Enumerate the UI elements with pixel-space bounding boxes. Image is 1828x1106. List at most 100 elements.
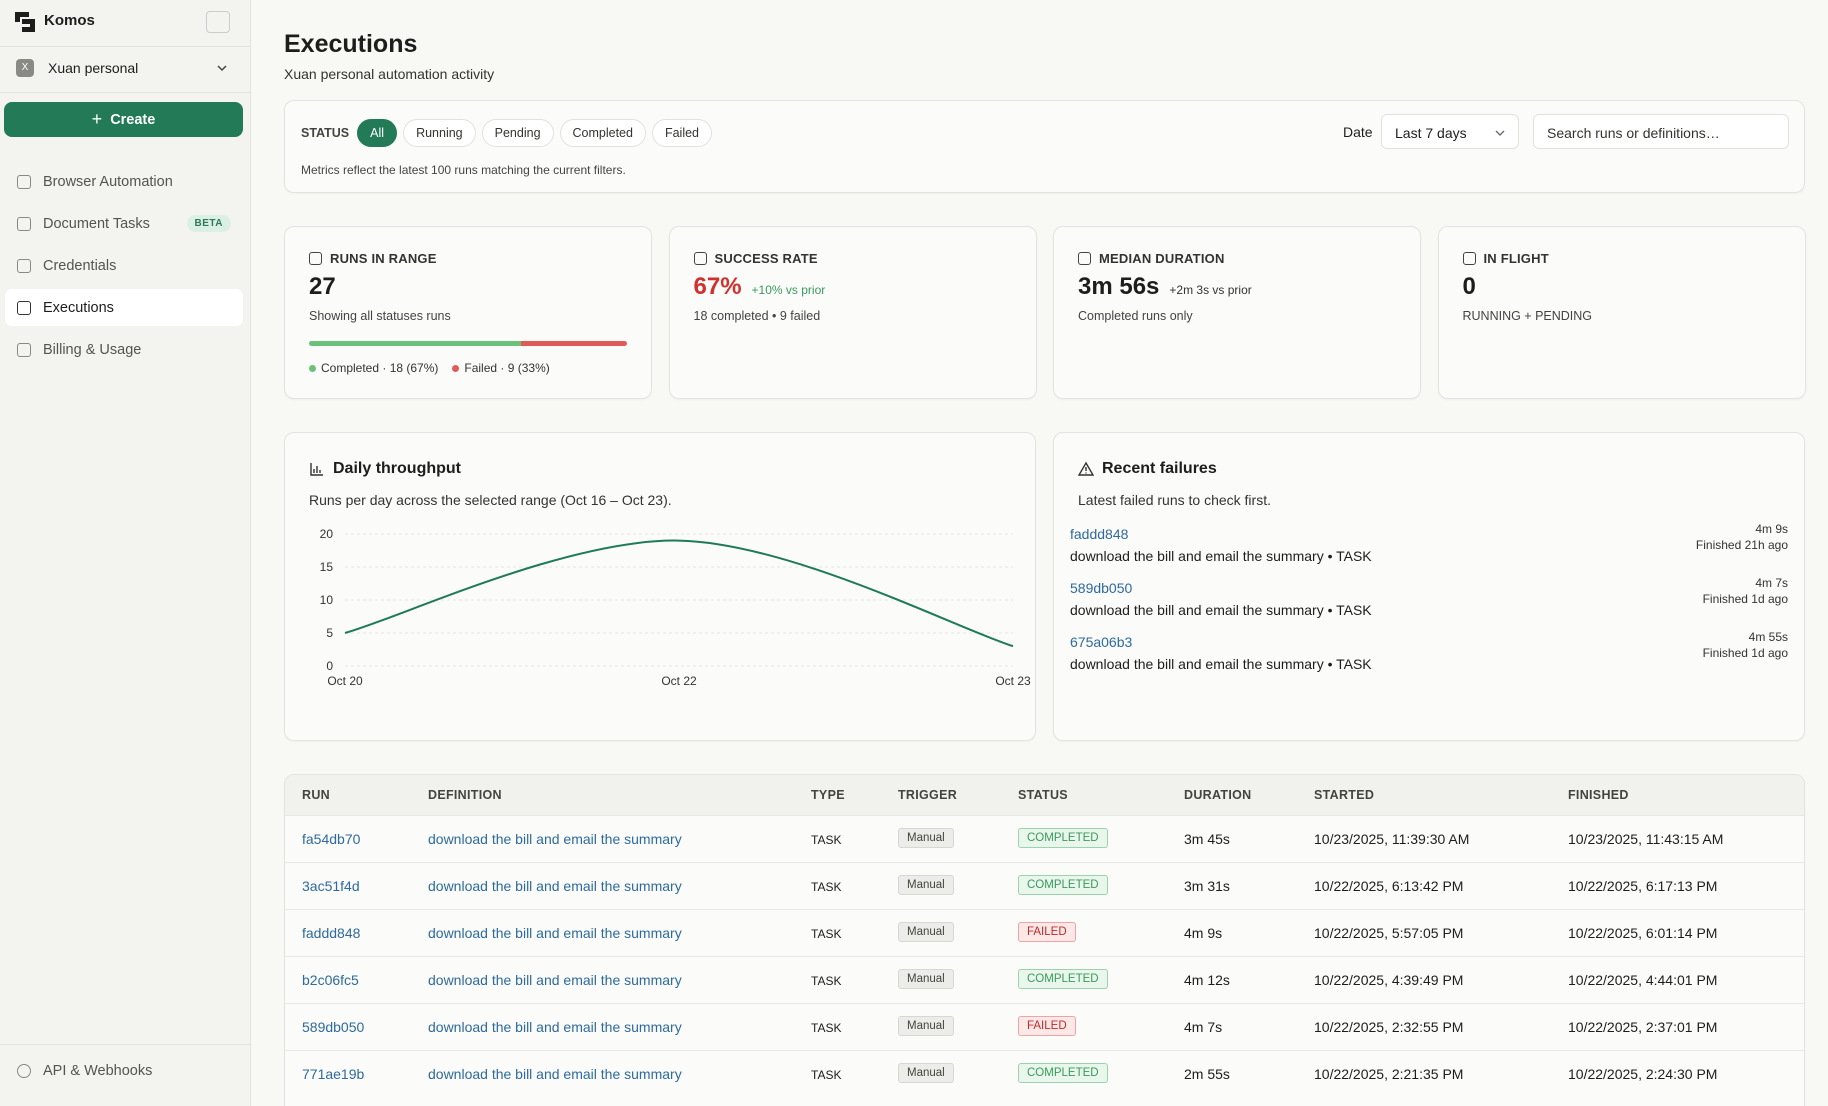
nav-item[interactable]: Credentials [5,247,243,284]
column-header: RUN [302,788,330,802]
table-row[interactable]: fa54db70 download the bill and email the … [285,815,1804,862]
y-tick-label: 20 [320,527,334,541]
run-id[interactable]: faddd848 [302,925,361,941]
legend-label: Failed · 9 (33%) [464,361,550,375]
collapse-button[interactable] [206,11,230,33]
nav-item[interactable]: Document Tasks BETA [5,205,243,242]
nav-item[interactable]: Billing & Usage [5,331,243,368]
failure-id[interactable]: faddd848 [1070,526,1129,542]
metric-label-text: SUCCESS RATE [714,251,818,266]
nav-label: Credentials [43,257,117,274]
metric-value-text: 27 [309,273,336,300]
column-header: DEFINITION [428,788,502,802]
run-id[interactable]: 771ae19b [302,1066,365,1082]
date-select[interactable]: Last 7 days [1381,114,1519,149]
status-pill[interactable]: Running [403,119,476,147]
create-label: Create [110,111,156,128]
nav-item[interactable]: Executions [5,289,243,326]
nav-label: Billing & Usage [43,341,142,358]
filter-panel: STATUS All Running Pending Completed Failed … [284,100,1805,193]
type: TASK [811,1068,842,1082]
nav-icon [17,174,31,189]
search-input[interactable]: Search runs or definitions… [1533,114,1789,149]
definition[interactable]: download the bill and email the summary [428,878,682,894]
nav-label: Executions [43,299,114,316]
duration: 4m 12s [1184,972,1230,988]
status-pill[interactable]: Failed [651,119,713,147]
status: COMPLETED [1018,1063,1108,1083]
finished: 10/22/2025, 4:44:01 PM [1568,972,1718,988]
run-id[interactable]: b2c06fc5 [302,972,359,988]
failures-card: Recent failures Latest failed runs to ch… [1053,432,1805,741]
workspace-avatar: X [16,59,34,77]
failure-id[interactable]: 589db050 [1070,580,1133,596]
footer-link[interactable]: API & Webhooks [5,1052,243,1089]
metric-value-text: 67% [693,273,742,300]
failure-finished: Finished 1d ago [1702,646,1788,660]
definition[interactable]: download the bill and email the summary [428,1066,682,1082]
definition[interactable]: download the bill and email the summary [428,972,682,988]
trigger: Manual [898,875,954,895]
type: TASK [811,1021,842,1035]
metric-label-text: IN FLIGHT [1483,251,1549,266]
trigger: Manual [898,828,954,848]
started: 10/23/2025, 11:39:30 AM [1314,831,1470,847]
nav-item[interactable]: Browser Automation [5,163,243,200]
breakdown-segment [521,341,627,346]
run-id[interactable]: fa54db70 [302,831,361,847]
column-header: TYPE [811,788,845,802]
create-button[interactable]: + Create [4,102,243,137]
failure-finished: Finished 1d ago [1702,592,1788,606]
nav-icon [17,300,31,315]
failure-id[interactable]: 675a06b3 [1070,634,1133,650]
nav-icon [17,258,31,273]
column-header: STATUS [1018,788,1068,802]
status: COMPLETED [1018,969,1108,989]
metric-value: 3m 56s +2m 3s vs prior [1078,273,1252,301]
page-subtitle: Xuan personal automation activity [284,66,495,82]
failure-desc: download the bill and email the summary … [1070,548,1372,564]
duration: 4m 9s [1184,925,1223,941]
table-row[interactable]: faddd848 download the bill and email the … [285,909,1804,956]
failures-subtitle: Latest failed runs to check first. [1078,492,1271,508]
status-pill[interactable]: All [357,119,398,147]
chart: 0 5 10 15 20 Oct 20 Oct 22 Oct 23 [320,527,1031,688]
workspace-name[interactable]: Xuan personal [48,60,139,76]
definition[interactable]: download the bill and email the summary [428,1019,682,1035]
throughput-card: Daily throughput Runs per day across the… [284,432,1036,741]
failure-finished: Finished 21h ago [1695,538,1788,552]
metric-value-text: 0 [1462,273,1476,300]
metric-card: SUCCESS RATE 67% +10% vs prior 18 completed… [668,226,1037,399]
failure-duration: 4m 7s [1755,576,1788,590]
chart-title: Daily throughput [333,460,461,477]
x-tick-label: Oct 20 [327,674,363,688]
table-row[interactable]: 771ae19b download the bill and email the … [285,1050,1804,1097]
failure-duration: 4m 55s [1748,630,1788,644]
table-row[interactable]: b2c06fc5 download the bill and email the … [285,956,1804,1003]
date-value: Last 7 days [1395,125,1467,141]
table-row[interactable]: 589db050 download the bill and email the … [285,1003,1804,1050]
finished: 10/23/2025, 11:43:15 AM [1568,831,1724,847]
metric-value-text: 3m 56s [1078,273,1160,300]
nav-icon [17,342,31,357]
logo [15,12,35,32]
nav-badge: BETA [186,215,231,232]
finished: 10/22/2025, 6:17:13 PM [1568,878,1718,894]
sidebar: Komos X Xuan personal + Create Browser Au… [0,0,251,1106]
status-pill[interactable]: Completed [559,119,646,147]
failures-title: Recent failures [1102,460,1217,477]
status-pill[interactable]: Pending [481,119,554,147]
metric-sub: RUNNING + PENDING [1462,309,1593,323]
definition[interactable]: download the bill and email the summary [428,831,682,847]
definition[interactable]: download the bill and email the summary [428,925,682,941]
footer-label: API & Webhooks [43,1062,153,1079]
run-id[interactable]: 3ac51f4d [302,878,360,894]
run-id[interactable]: 589db050 [302,1019,365,1035]
table-row[interactable]: 3ac51f4d download the bill and email the … [285,862,1804,909]
started: 10/22/2025, 5:57:05 PM [1314,925,1464,941]
metric-delta: +2m 3s vs prior [1169,283,1252,297]
failure-desc: download the bill and email the summary … [1070,602,1372,618]
status-filter: STATUS All Running Pending Completed Failed [301,119,718,147]
metric-card: MEDIAN DURATION 3m 56s +2m 3s vs prior Comp… [1053,226,1421,399]
